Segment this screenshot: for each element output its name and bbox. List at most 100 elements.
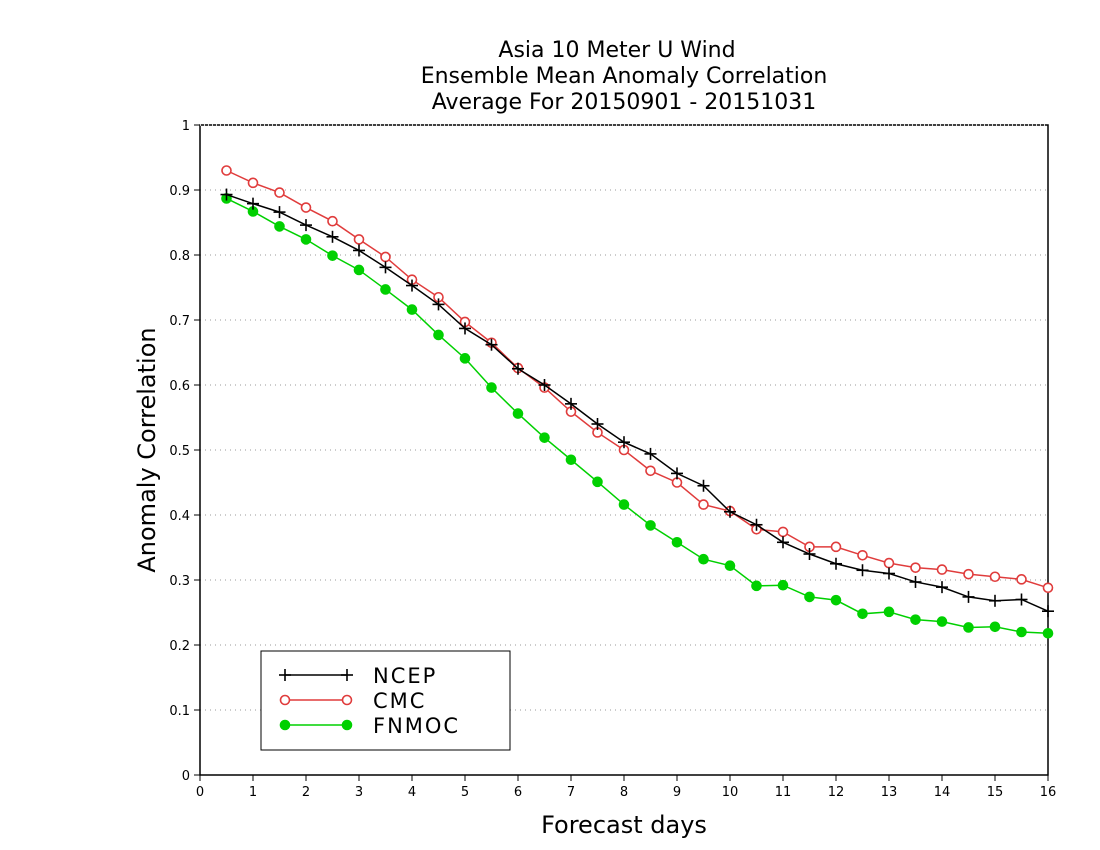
x-tick-label-14: 14 <box>934 785 951 800</box>
legend-marker-start-fnmoc <box>279 719 291 731</box>
axes: 00.10.20.30.40.50.60.70.80.910 1 2 3 4 5 6 7 8 9 1… <box>169 119 1056 800</box>
data-point-fnmoc-7 <box>406 304 418 315</box>
data-point-fnmoc-10 <box>486 382 497 393</box>
x-axis-label: Forecast days <box>541 811 707 839</box>
data-point-ncep-10 <box>485 338 498 351</box>
data-point-ncep-21 <box>777 536 789 549</box>
chart-title-line-1: Asia 10 Meter U Wind <box>498 38 735 63</box>
data-point-cmc-31 <box>1042 582 1054 594</box>
data-point-fnmoc-13 <box>565 454 577 466</box>
x-tick-label-8: 8 <box>620 785 628 800</box>
data-point-ncep-16 <box>644 447 657 460</box>
x-tick-label-7: 7 <box>567 785 575 800</box>
legend-label-ncep: NCEP <box>373 664 437 688</box>
y-tick-label-7: 0.7 <box>169 314 190 329</box>
data-point-ncep-17 <box>671 467 683 480</box>
data-point-fnmoc-12 <box>539 432 550 443</box>
y-tick-label-9: 0.9 <box>169 184 190 199</box>
data-point-cmc-3 <box>300 202 312 213</box>
data-point-cmc-6 <box>380 251 391 263</box>
data-point-fnmoc-14 <box>592 476 603 488</box>
data-point-ncep-27 <box>936 581 948 594</box>
data-point-fnmoc-2 <box>274 221 285 232</box>
legend-entry-ncep: NCEP <box>279 664 437 688</box>
data-point-fnmoc-19 <box>724 560 736 572</box>
y-tick-label-8: 0.8 <box>169 249 190 264</box>
data-point-ncep-29 <box>989 594 1001 607</box>
data-point-cmc-0 <box>221 165 232 176</box>
data-point-fnmoc-31 <box>1042 628 1054 639</box>
x-tick-label-4: 4 <box>408 785 416 800</box>
data-point-ncep-11 <box>512 362 524 375</box>
data-point-fnmoc-27 <box>936 616 948 627</box>
data-point-fnmoc-20 <box>751 580 762 592</box>
data-point-fnmoc-4 <box>327 250 338 261</box>
data-point-fnmoc-26 <box>910 614 921 625</box>
data-point-fnmoc-30 <box>1016 626 1027 638</box>
x-tick-label-2: 2 <box>302 785 310 800</box>
x-tick-label-3: 3 <box>355 785 363 800</box>
y-tick-label-6: 0.6 <box>169 379 190 394</box>
data-point-ncep-30 <box>1015 593 1028 606</box>
data-point-ncep-18 <box>697 479 710 492</box>
data-point-ncep-9 <box>459 322 471 335</box>
x-tick-label-15: 15 <box>987 785 1004 800</box>
y-axis-label: Anomaly Correlation <box>133 327 161 572</box>
data-point-ncep-5 <box>353 244 365 257</box>
data-point-fnmoc-8 <box>433 329 444 341</box>
data-point-fnmoc-16 <box>645 520 656 531</box>
x-tick-label-11: 11 <box>775 785 792 800</box>
data-point-ncep-24 <box>856 564 869 577</box>
data-point-ncep-7 <box>406 279 418 292</box>
legend-marker-end-cmc <box>341 694 353 706</box>
data-point-ncep-26 <box>909 575 922 588</box>
legend-entry-cmc: CMC <box>279 689 426 713</box>
data-point-ncep-22 <box>803 548 816 560</box>
data-point-fnmoc-29 <box>989 621 1001 633</box>
data-point-cmc-25 <box>883 557 895 569</box>
series-fnmoc <box>221 193 1054 639</box>
data-point-ncep-4 <box>326 230 339 243</box>
data-point-ncep-25 <box>883 567 895 580</box>
data-point-fnmoc-23 <box>830 594 842 606</box>
data-point-cmc-2 <box>274 187 285 198</box>
data-point-ncep-31 <box>1042 605 1054 618</box>
chart-title: Asia 10 Meter U Wind Ensemble Mean Anoma… <box>421 38 828 115</box>
data-point-cmc-26 <box>910 562 921 573</box>
legend-marker-start-cmc <box>279 694 291 706</box>
legend-label-fnmoc: FNMOC <box>373 714 460 738</box>
data-point-fnmoc-3 <box>300 234 312 245</box>
x-tick-label-10: 10 <box>722 785 739 800</box>
data-point-ncep-19 <box>724 505 736 518</box>
data-point-ncep-3 <box>300 219 312 232</box>
legend-marker-end-ncep <box>341 669 353 681</box>
data-point-fnmoc-11 <box>512 408 524 419</box>
data-point-ncep-23 <box>830 557 842 570</box>
y-tick-label-3: 0.3 <box>169 574 190 589</box>
data-point-fnmoc-25 <box>883 606 895 618</box>
data-point-cmc-4 <box>327 215 338 227</box>
data-point-fnmoc-24 <box>857 608 868 620</box>
x-tick-label-9: 9 <box>673 785 681 800</box>
chart-title-line-3: Average For 20150901 - 20151031 <box>432 90 817 115</box>
y-tick-label-1: 0.1 <box>169 704 190 719</box>
y-tick-label-0: 0 <box>182 769 190 784</box>
x-tick-label-6: 6 <box>514 785 522 800</box>
data-point-fnmoc-18 <box>698 553 709 565</box>
data-point-cmc-28 <box>963 568 974 580</box>
data-point-ncep-28 <box>962 590 975 603</box>
series-line-ncep <box>226 193 1049 612</box>
data-point-ncep-12 <box>538 379 551 391</box>
x-tick-label-1: 1 <box>249 785 257 800</box>
data-point-ncep-8 <box>432 298 445 311</box>
legend-label-cmc: CMC <box>373 689 426 713</box>
data-point-cmc-21 <box>777 526 789 538</box>
x-tick-label-0: 0 <box>196 785 204 800</box>
data-point-fnmoc-28 <box>963 622 974 633</box>
data-point-ncep-0 <box>220 188 233 201</box>
data-point-ncep-15 <box>618 436 630 449</box>
data-point-ncep-14 <box>591 418 604 430</box>
data-point-fnmoc-5 <box>353 264 365 276</box>
data-point-cmc-1 <box>247 177 259 189</box>
